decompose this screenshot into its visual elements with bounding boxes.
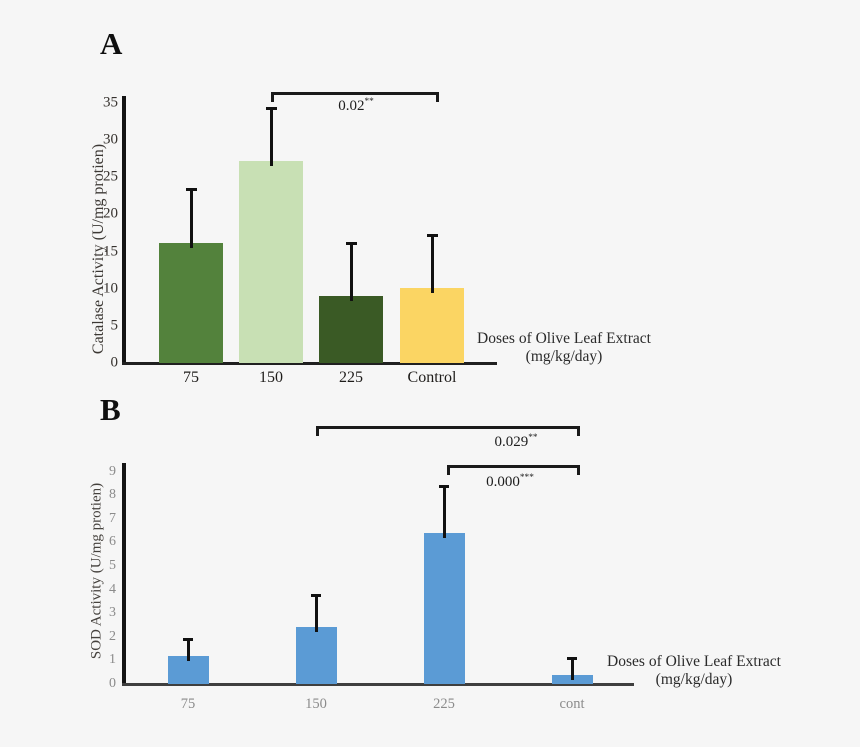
x-tick-label-225: 225 xyxy=(433,696,455,712)
significance-stars: ** xyxy=(364,97,374,107)
error-bar-cap-150 xyxy=(265,107,277,111)
x-axis-title-b: Doses of Olive Leaf Extract (mg/kg/day) xyxy=(607,653,781,690)
y-tick-label-25: 25 xyxy=(103,168,118,185)
error-bar-150 xyxy=(269,107,273,166)
x-axis-title-b-line2: (mg/kg/day) xyxy=(655,671,733,689)
x-axis-line-b xyxy=(122,683,634,686)
error-bar-225 xyxy=(442,484,446,538)
x-axis-title-a: Doses of Olive Leaf Extract (mg/kg/day) xyxy=(477,330,651,367)
error-bar-cont xyxy=(570,656,574,680)
significance-label-225-cont: 0.000*** xyxy=(486,473,534,491)
significance-stars: *** xyxy=(519,473,534,483)
error-bar-cap-225 xyxy=(345,241,357,245)
p-value-text: 0.029 xyxy=(494,434,529,450)
significance-bracket-225-cont xyxy=(447,465,580,475)
x-axis-title-a-line2: (mg/kg/day) xyxy=(525,348,603,366)
x-tick-label-cont: cont xyxy=(559,696,585,712)
error-bar-cap-75 xyxy=(183,637,193,641)
bar-150 xyxy=(239,160,303,363)
panel-a-letter: A xyxy=(100,26,123,61)
significance-bracket-150-cont xyxy=(316,426,580,436)
y-tick-label-3: 3 xyxy=(109,605,116,621)
significance-bracket-150-Control xyxy=(271,92,439,102)
y-tick-label-1: 1 xyxy=(109,652,116,668)
y-tick-label-8: 8 xyxy=(109,487,116,503)
significance-stars: ** xyxy=(528,433,538,443)
y-tick-label-35: 35 xyxy=(103,94,118,111)
y-tick-label-20: 20 xyxy=(103,205,118,222)
y-tick-label-9: 9 xyxy=(109,463,116,479)
significance-label-150-Control: 0.02** xyxy=(338,97,374,115)
error-bar-75 xyxy=(186,637,190,661)
error-bar-Control xyxy=(430,234,434,293)
y-tick-label-6: 6 xyxy=(109,534,116,550)
y-tick-label-7: 7 xyxy=(109,510,116,526)
x-axis-line-a xyxy=(122,362,497,365)
y-tick-label-4: 4 xyxy=(109,581,116,597)
error-bar-cap-225 xyxy=(439,484,449,488)
error-bar-150 xyxy=(314,594,318,633)
x-tick-label-75: 75 xyxy=(180,696,196,712)
significance-label-150-cont: 0.029** xyxy=(494,433,537,451)
error-bar-cap-Control xyxy=(426,234,438,238)
x-axis-title-a-line1: Doses of Olive Leaf Extract xyxy=(477,330,651,347)
y-tick-label-30: 30 xyxy=(103,131,118,148)
panel-b-letter: B xyxy=(100,392,121,427)
bar-150 xyxy=(295,627,337,684)
y-tick-label-10: 10 xyxy=(103,280,118,297)
y-tick-label-0: 0 xyxy=(110,354,119,371)
x-tick-label-150: 150 xyxy=(259,369,283,386)
bar-225 xyxy=(319,296,383,363)
x-tick-label-Control: Control xyxy=(407,369,457,386)
x-tick-label-225: 225 xyxy=(339,369,363,386)
y-tick-label-5: 5 xyxy=(109,558,116,573)
y-axis-line-b xyxy=(122,463,126,685)
y-tick-label-15: 15 xyxy=(103,243,118,260)
p-value-text: 0.02 xyxy=(338,98,365,114)
bar-75 xyxy=(159,242,223,363)
error-bar-cap-75 xyxy=(185,188,197,192)
error-bar-225 xyxy=(349,241,353,302)
x-tick-label-150: 150 xyxy=(305,696,327,712)
y-axis-line-a xyxy=(122,96,126,364)
x-tick-label-75: 75 xyxy=(183,369,199,386)
y-tick-label-0: 0 xyxy=(109,676,116,691)
error-bar-cap-cont xyxy=(567,656,577,660)
bar-Control xyxy=(400,287,464,363)
bar-225 xyxy=(423,532,465,684)
error-bar-cap-150 xyxy=(311,594,321,598)
y-tick-label-5: 5 xyxy=(110,317,119,334)
y-tick-label-2: 2 xyxy=(109,628,116,644)
p-value-text: 0.000 xyxy=(486,474,520,490)
error-bar-75 xyxy=(189,188,193,248)
x-axis-title-b-line1: Doses of Olive Leaf Extract xyxy=(607,653,781,670)
